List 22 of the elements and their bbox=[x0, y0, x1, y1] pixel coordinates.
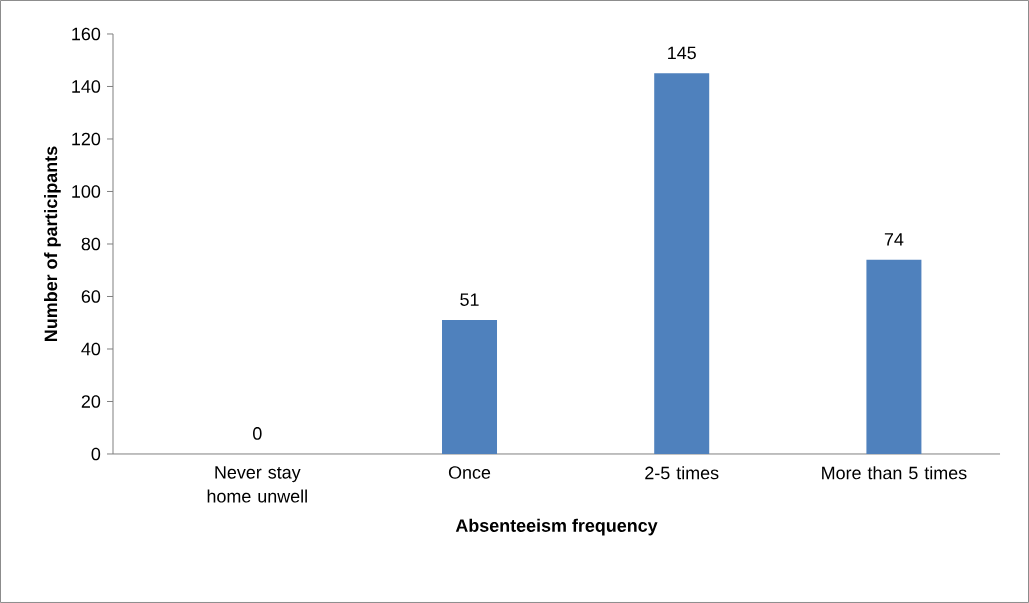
y-tick-label: 20 bbox=[81, 395, 101, 408]
data-label: 51 bbox=[460, 293, 479, 306]
y-tick-label: 40 bbox=[81, 342, 101, 356]
x-axis-title: Absenteeism frequency bbox=[455, 518, 658, 536]
x-tick-label: Once bbox=[448, 466, 491, 479]
y-tick-label: 160 bbox=[72, 27, 101, 41]
bar bbox=[866, 259, 922, 454]
y-tick-label: 100 bbox=[72, 185, 101, 198]
y-tick-label: 80 bbox=[81, 237, 101, 251]
y-tick-label: 120 bbox=[72, 132, 101, 146]
y-tick-label: 0 bbox=[91, 447, 101, 461]
data-label: 145 bbox=[668, 46, 696, 60]
bar bbox=[442, 320, 498, 454]
x-tick-label: 2-5 times bbox=[645, 466, 719, 480]
y-tick-label: 60 bbox=[81, 290, 101, 303]
x-tick-label: Never stay home unwell bbox=[207, 466, 307, 503]
y-axis-title: Number of participants bbox=[44, 146, 61, 341]
data-label: 0 bbox=[253, 427, 262, 440]
data-label: 74 bbox=[884, 233, 904, 246]
bar bbox=[654, 73, 710, 454]
y-tick-label: 140 bbox=[72, 80, 101, 93]
x-tick-label: More than 5 times bbox=[822, 466, 967, 480]
